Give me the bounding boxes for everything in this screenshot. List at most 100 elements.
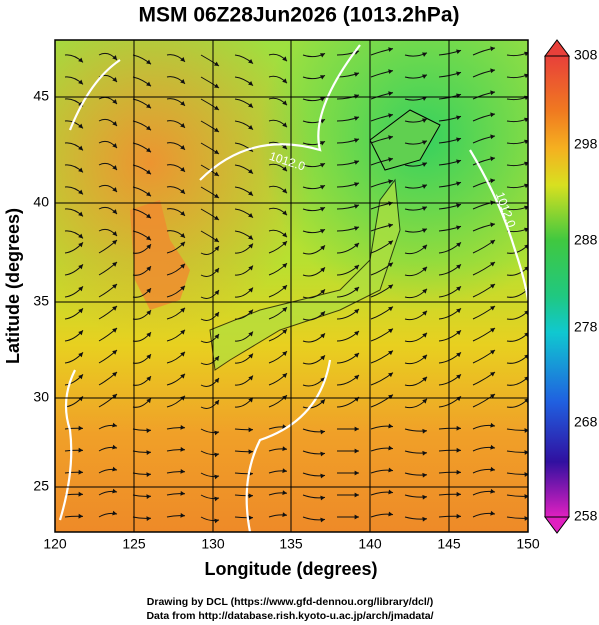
streamline-arrow [490,178,495,184]
streamline-arrow [524,183,528,189]
streamline-arrow [112,394,117,399]
streamline-arrow [490,284,495,289]
streamline-arrow [146,376,151,382]
streamline-arrow [422,376,427,382]
streamline-arrow [388,69,393,74]
streamline-arrow [320,53,325,58]
streamline-arrow [354,72,359,77]
y-tick-label: 30 [33,389,49,405]
streamline-arrow [112,121,117,126]
streamline-arrow [214,378,219,383]
streamline-arrow [112,284,117,289]
streamline-arrow [422,354,427,360]
y-tick-label: 45 [33,88,49,104]
streamline-arrow [456,242,461,248]
x-tick-label: 140 [358,536,382,552]
streamline-arrow [422,494,427,500]
streamline-arrow [112,165,117,170]
streamline-arrow [456,115,461,121]
streamline-arrow [112,372,117,377]
streamline-arrow [146,288,151,294]
streamline-arrow [388,157,393,162]
streamline-arrow [388,179,393,184]
streamline-arrow [78,242,83,248]
y-tick-label: 25 [33,478,49,494]
streamline-arrow [422,398,427,404]
streamline-arrow [282,122,287,128]
streamline-arrow [180,447,185,452]
streamline-arrow [320,429,325,435]
streamline-arrow [180,285,185,291]
streamline-arrow [78,330,83,336]
streamline-arrow [248,102,253,108]
streamline-arrow [78,189,83,195]
streamline-arrow [214,237,219,242]
streamline-arrow [524,310,528,315]
streamline-arrow [248,309,253,315]
footer-line: Drawing by DCL (https://www.gfd-dennou.o… [147,596,433,608]
streamline-arrow [320,267,325,273]
streamline-arrow [524,398,528,403]
streamline-arrow [320,141,325,146]
streamline-arrow [248,243,253,249]
streamline-arrow [354,309,359,314]
streamline-arrow [214,496,219,502]
streamline-arrow [180,513,185,518]
streamline-arrow [456,137,461,143]
streamline-arrow [456,491,461,497]
streamline-arrow [248,493,253,499]
streamline-arrow [214,452,219,458]
streamline-arrow [112,55,117,60]
streamline-arrow [388,262,393,268]
streamline-arrow [214,312,219,317]
streamline-arrow [422,266,427,272]
map-title: MSM 06Z28Jun2026 (1013.2hPa) [139,4,460,27]
streamline-arrow [388,201,393,206]
streamline-arrow [320,207,325,212]
streamline-arrow [388,284,393,290]
streamline-arrow [248,287,253,293]
streamline-arrow [354,470,359,476]
streamline-arrow [282,490,287,495]
streamline-arrow [78,469,83,475]
streamline-arrow [282,56,287,62]
streamline-arrow [422,450,427,456]
streamline-arrow [354,287,359,292]
streamline-arrow [112,99,117,104]
streamline-arrow [490,240,495,245]
streamline-arrow [524,428,528,433]
streamline-arrow [524,450,528,455]
streamline-arrow [320,289,325,295]
streamline-arrow [180,101,185,106]
streamline-arrow [456,330,461,336]
streamline-arrow [248,124,253,130]
streamline-arrow [282,512,287,517]
streamline-arrow [180,123,185,128]
colorbar-tick-label: 298 [574,136,598,152]
streamline-arrow [180,263,185,269]
streamline-arrow [320,97,325,102]
streamline-arrow [282,285,287,290]
streamline-arrow [112,466,117,472]
colorbar [544,55,570,518]
streamline-arrow [456,513,461,519]
streamline-arrow [388,135,393,140]
streamline-arrow [146,332,151,338]
streamline-arrow [248,168,253,174]
streamline-arrow [354,116,359,121]
streamline-arrow [354,226,359,231]
streamline-arrow [388,91,393,96]
streamline-arrow [146,81,151,87]
streamline-arrow [354,94,359,99]
streamline-arrow [524,472,528,477]
streamline-arrow [456,181,461,187]
streamline-arrow [320,473,325,479]
streamline-arrow [112,77,117,82]
streamline-arrow [214,193,219,198]
streamline-arrow [282,241,287,246]
streamline-arrow [214,518,219,524]
streamline-arrow [180,329,185,335]
streamline-arrow [490,262,495,267]
colorbar-min-arrow [544,516,570,534]
